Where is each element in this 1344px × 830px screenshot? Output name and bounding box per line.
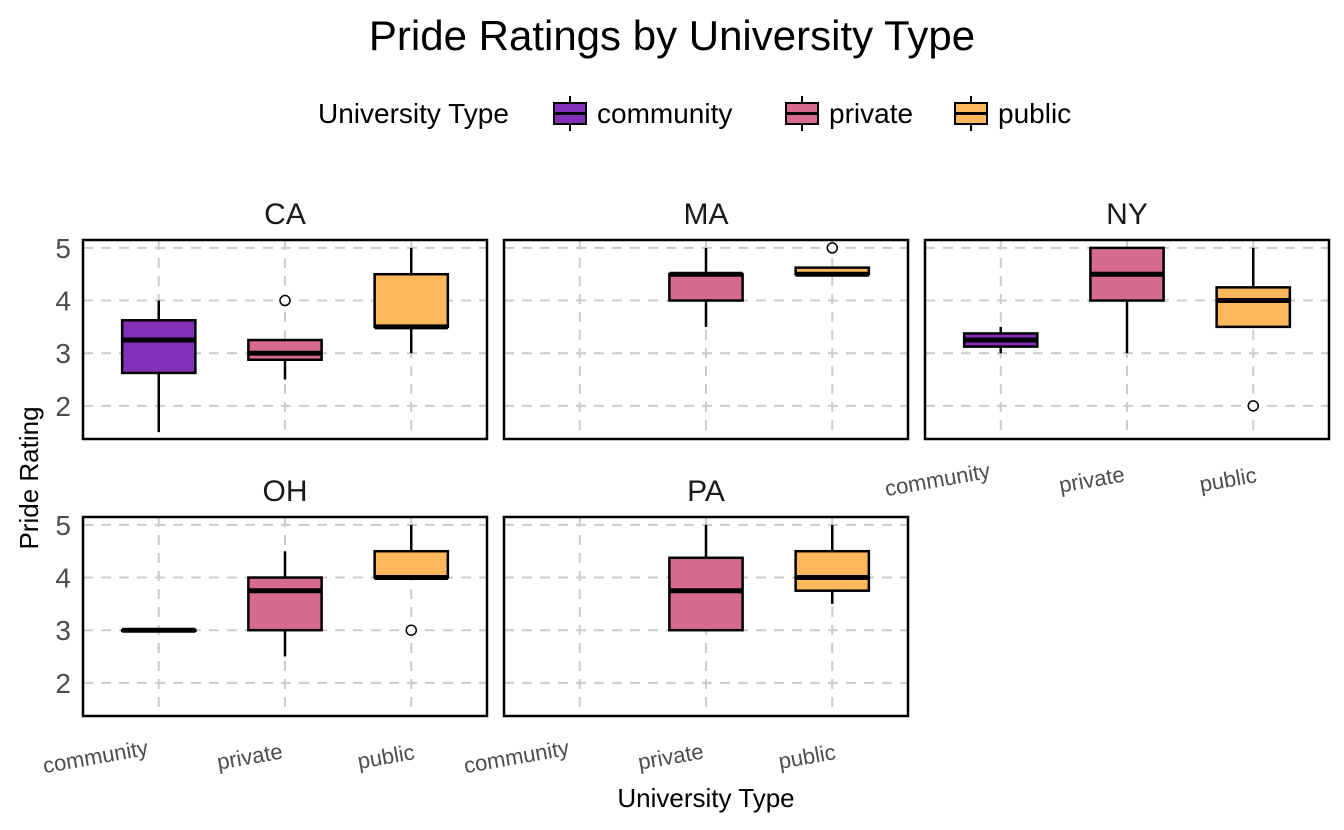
box-body	[247, 576, 323, 632]
x-tick-label: public	[355, 739, 416, 774]
panel-border	[502, 238, 910, 441]
facet-panel-CA: CA 2 3 4 5	[55, 198, 489, 441]
x-tick-label: public	[1197, 462, 1258, 497]
box-body	[120, 319, 197, 375]
facet-label: NY	[1106, 198, 1148, 231]
facet-label: PA	[687, 475, 725, 508]
box-body	[794, 549, 871, 592]
y-tick-label: 4	[55, 286, 71, 317]
chart-title: Pride Ratings by University Type	[369, 12, 975, 59]
box-community	[120, 627, 197, 633]
y-tick-label: 2	[55, 391, 71, 422]
legend-title: University Type	[318, 98, 509, 129]
box-body	[668, 556, 744, 632]
legend-item: private	[785, 96, 913, 131]
box-body	[373, 272, 450, 329]
legend: University Type community private public	[318, 96, 1071, 131]
box-public	[794, 524, 871, 604]
y-tick-label: 5	[55, 510, 71, 541]
panel-border	[923, 238, 1331, 441]
legend-item: community	[553, 96, 732, 131]
legend-label: community	[597, 98, 732, 129]
box-public	[373, 247, 450, 354]
outlier-point	[826, 242, 838, 254]
outlier-point	[1247, 400, 1259, 412]
legend-item: public	[954, 96, 1071, 131]
box-community	[120, 300, 197, 433]
legend-label: public	[998, 98, 1071, 129]
y-tick-label: 3	[55, 338, 71, 369]
facet-label: MA	[684, 198, 729, 231]
box-body	[1215, 286, 1292, 329]
facet-panel-OH: OH 2 3 4 5 community private public	[41, 475, 489, 778]
facet-panel-PA: PA community private public	[462, 475, 910, 778]
panel-border	[81, 515, 489, 718]
box-body	[668, 272, 744, 302]
y-tick-label: 2	[55, 668, 71, 699]
box-private	[247, 294, 323, 380]
y-tick-label: 4	[55, 563, 71, 594]
box-body	[373, 549, 450, 579]
x-tick-label: community	[462, 735, 571, 778]
outlier-point	[279, 294, 291, 307]
box-public	[794, 242, 871, 277]
facet-panel-NY: NY community private public	[883, 198, 1331, 501]
box-private	[247, 551, 323, 657]
x-tick-label: community	[41, 735, 150, 778]
panel-border	[502, 515, 910, 718]
box-private	[668, 524, 744, 632]
outlier-point	[405, 624, 417, 636]
x-tick-label: private	[215, 739, 284, 775]
x-tick-label: private	[1057, 462, 1126, 498]
facet-label: CA	[264, 198, 306, 231]
x-tick-label: public	[776, 739, 837, 774]
x-tick-label: community	[883, 458, 992, 501]
panel-border	[81, 238, 489, 441]
y-tick-label: 5	[55, 233, 71, 264]
box-public	[373, 524, 450, 636]
x-axis-label: University Type	[617, 783, 794, 813]
box-body	[247, 338, 323, 362]
x-tick-label: private	[636, 739, 705, 775]
box-private	[1089, 246, 1165, 354]
box-private	[668, 247, 744, 327]
box-public	[1215, 247, 1292, 412]
y-tick-label: 3	[55, 615, 71, 646]
legend-label: private	[829, 98, 913, 129]
y-axis-label: Pride Rating	[14, 406, 44, 549]
facet-panel-MA: MA	[502, 198, 910, 441]
facet-label: OH	[263, 475, 308, 508]
box-community	[962, 326, 1039, 354]
